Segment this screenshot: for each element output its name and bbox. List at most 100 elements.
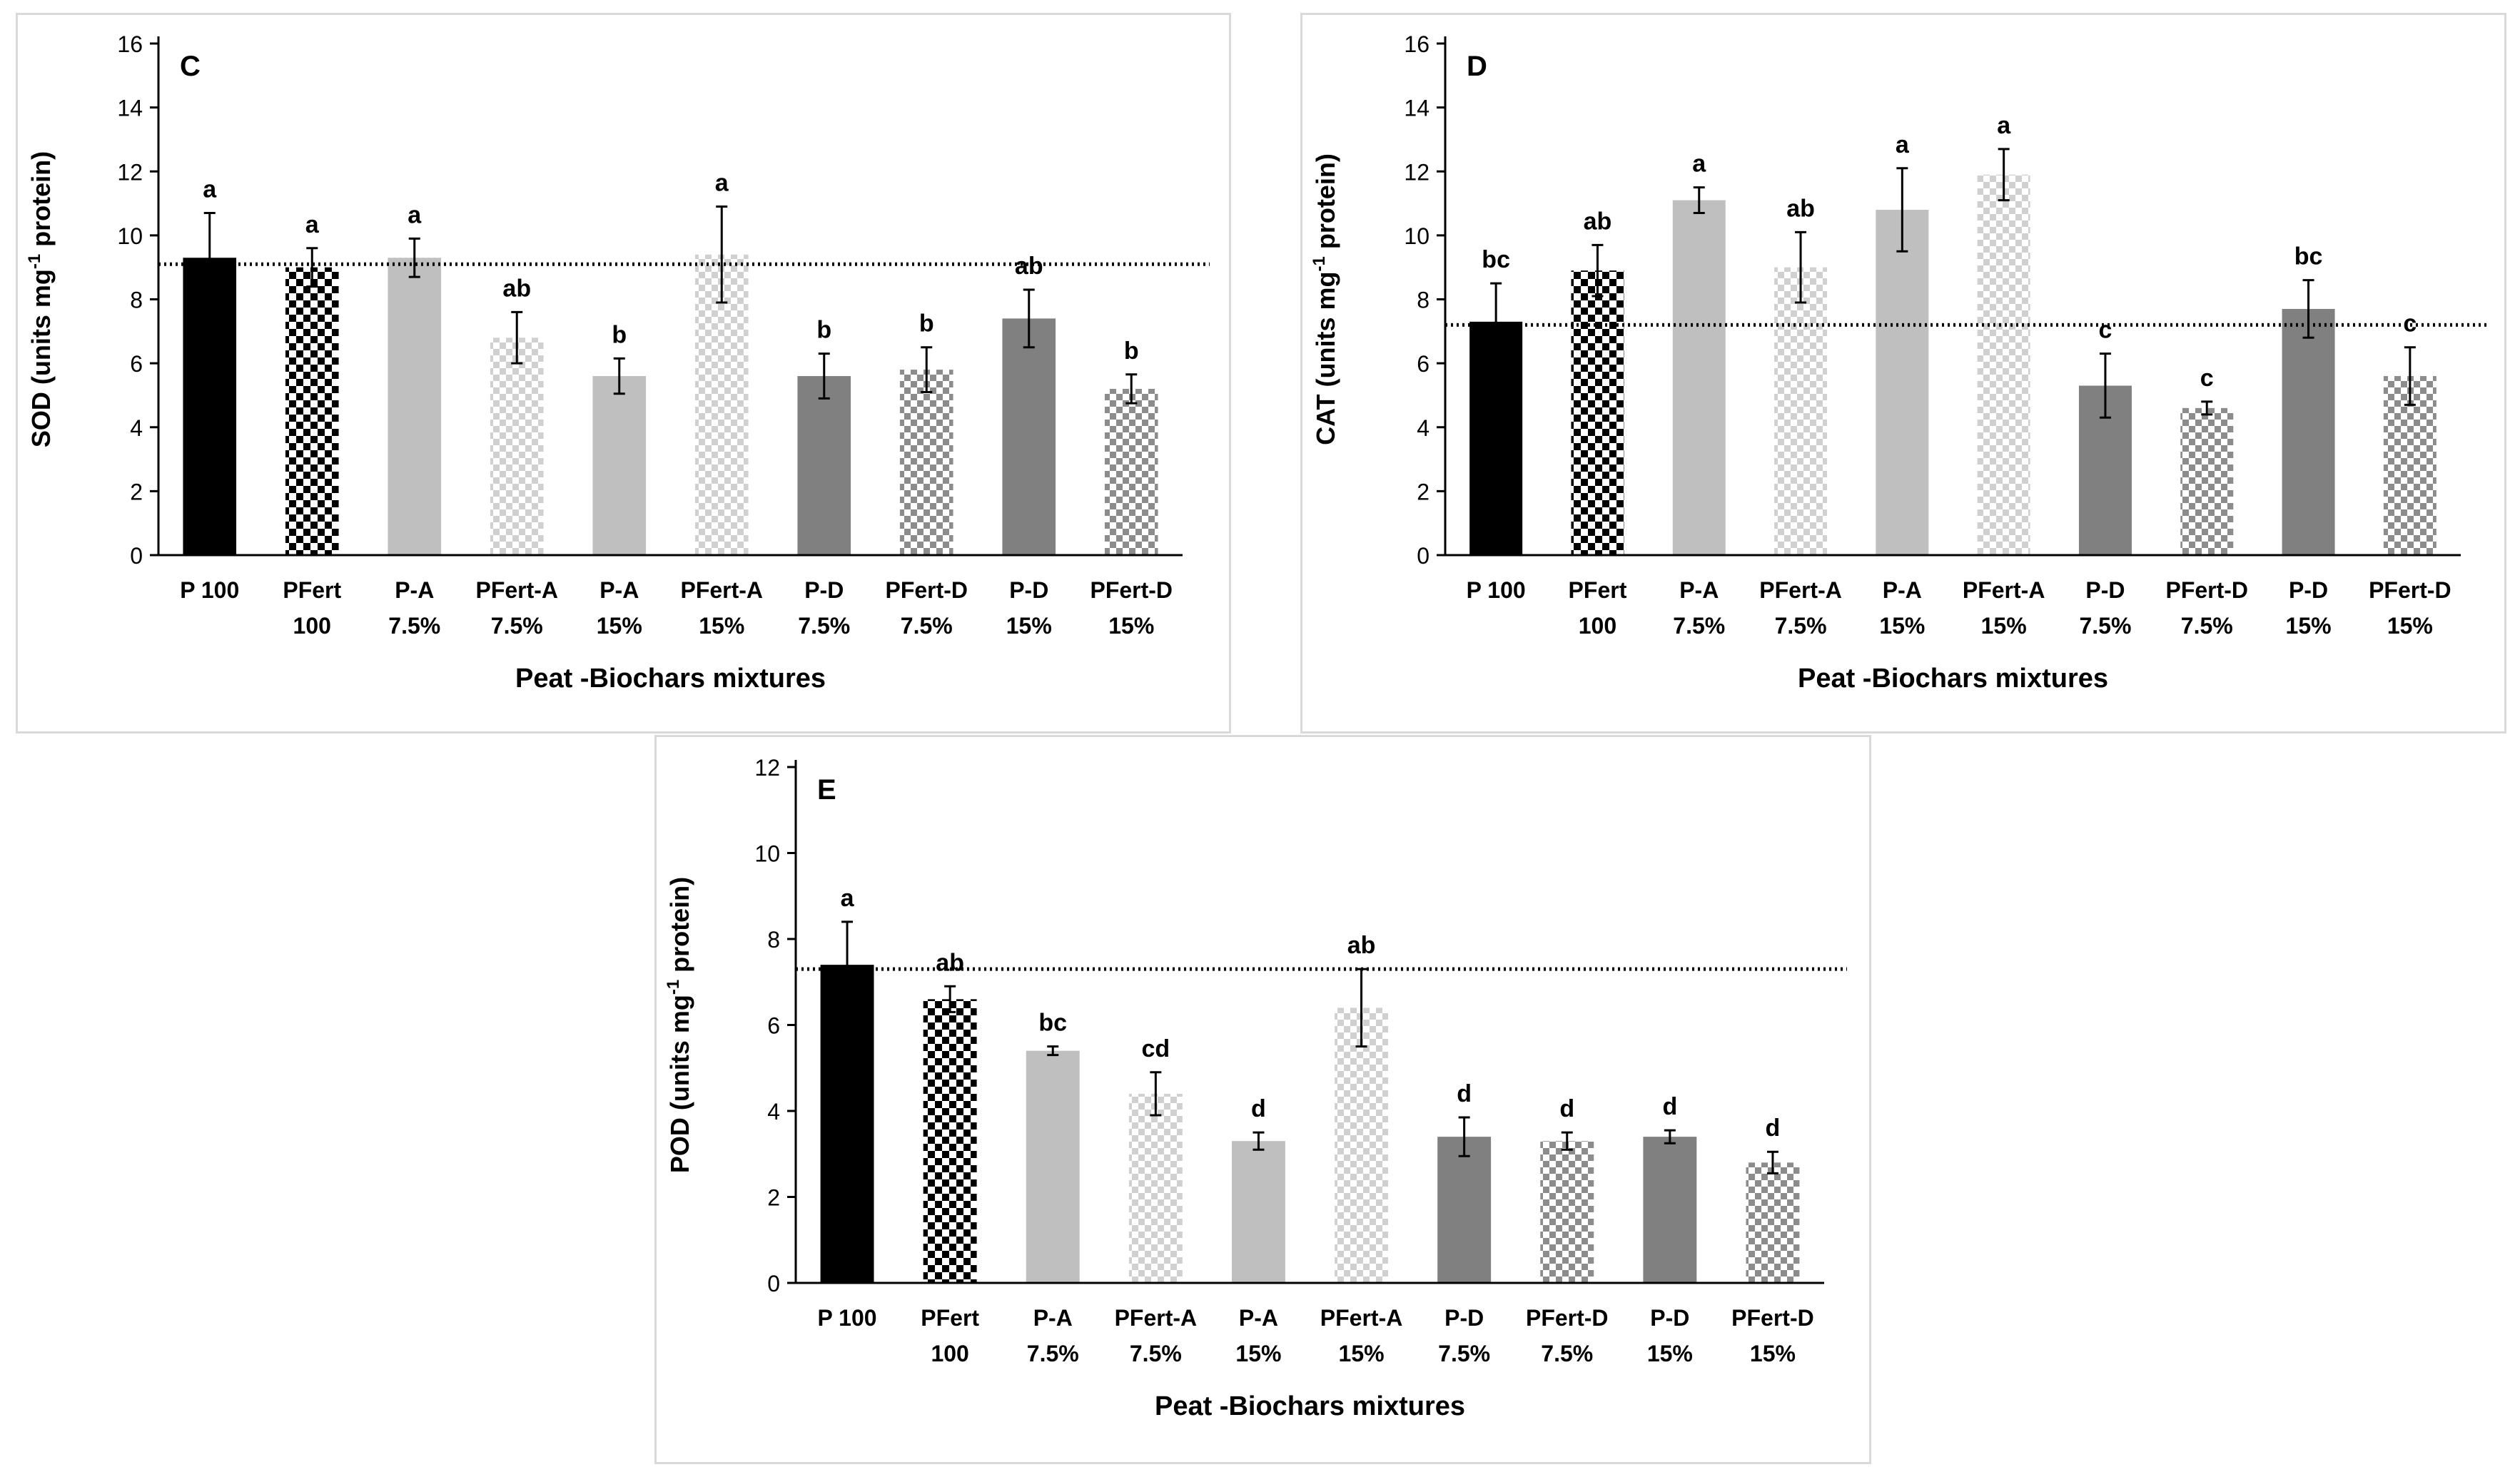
bar xyxy=(592,376,647,555)
y-tick-label: 6 xyxy=(767,1013,780,1039)
bar xyxy=(1002,318,1056,555)
x-tick-label: P-A xyxy=(1239,1305,1278,1331)
y-tick-label: 6 xyxy=(1417,351,1429,377)
bar xyxy=(2282,308,2335,555)
x-tick-label-line2: 7.5% xyxy=(2181,613,2233,639)
significance-letter: a xyxy=(408,201,422,228)
bar xyxy=(1977,174,2030,555)
y-tick-label: 12 xyxy=(117,159,143,185)
bar xyxy=(1746,1162,1800,1283)
significance-letter: a xyxy=(841,885,855,912)
bar xyxy=(899,370,953,555)
significance-letter: bc xyxy=(1482,246,1510,273)
x-tick-label: P-A xyxy=(1883,577,1922,603)
pod-chart: E 0 2 4 6 8 10 12 a P 100 ab PFert 100 bc P-A 7.5% cd PFe… xyxy=(664,755,1847,1421)
x-tick-label-line2: 15% xyxy=(1981,613,2027,639)
significance-letter: b xyxy=(612,321,627,348)
x-tick-label: P-A xyxy=(395,577,434,603)
y-tick-label: 0 xyxy=(1417,543,1429,569)
bar xyxy=(1437,1137,1492,1283)
significance-letter: d xyxy=(1251,1095,1266,1122)
x-tick-label-line2: 15% xyxy=(1235,1341,1281,1366)
bar xyxy=(1774,267,1828,555)
y-tick-label: 8 xyxy=(130,288,143,313)
bar xyxy=(388,258,442,555)
y-axis-title: SOD (units mg-1 protein) xyxy=(25,151,56,447)
y-tick-label: 12 xyxy=(1404,159,1429,185)
x-tick-label: PFert-A xyxy=(475,577,558,603)
x-tick-label-line2: 100 xyxy=(1579,613,1616,639)
x-tick-label: PFert-D xyxy=(1731,1305,1814,1331)
x-tick-label-line2: 7.5% xyxy=(1541,1341,1593,1366)
y-axis-title: CAT (units mg-1 protein) xyxy=(1310,153,1340,445)
x-tick-label: PFert-D xyxy=(1526,1305,1609,1331)
y-tick-label: 10 xyxy=(754,841,780,867)
y-tick-label: 12 xyxy=(754,755,780,781)
y-tick-label: 10 xyxy=(117,223,143,249)
bar xyxy=(1672,200,1726,555)
x-tick-label: PFert-A xyxy=(1320,1305,1403,1331)
bar xyxy=(923,999,977,1283)
x-tick-label: P-D xyxy=(2085,577,2125,603)
significance-letter: ab xyxy=(936,949,964,976)
bar xyxy=(1571,270,1624,555)
significance-letter: b xyxy=(816,317,831,344)
significance-letter: a xyxy=(305,211,320,238)
significance-letter: c xyxy=(2403,310,2417,337)
significance-letter: ab xyxy=(502,275,531,302)
significance-letter: a xyxy=(203,176,217,203)
x-tick-label: P-D xyxy=(1009,577,1048,603)
significance-letter: d xyxy=(1559,1095,1574,1122)
x-tick-label-line2: 15% xyxy=(597,613,642,639)
significance-letter: d xyxy=(1766,1115,1781,1142)
y-tick-label: 8 xyxy=(767,927,780,953)
x-tick-label-line2: 7.5% xyxy=(2079,613,2131,639)
y-tick-label: 14 xyxy=(1404,96,1429,121)
x-tick-label-line2: 15% xyxy=(2286,613,2332,639)
x-tick-label: P 100 xyxy=(818,1305,877,1331)
panel-letter: D xyxy=(1467,51,1487,82)
bar xyxy=(1540,1141,1594,1283)
y-tick-label: 0 xyxy=(130,543,143,569)
y-tick-label: 14 xyxy=(117,96,143,121)
x-tick-label: PFert-A xyxy=(680,577,763,603)
y-tick-label: 10 xyxy=(1404,223,1429,249)
y-tick-label: 2 xyxy=(1417,479,1429,504)
x-tick-label-line2: 7.5% xyxy=(1673,613,1725,639)
y-tick-label: 2 xyxy=(130,479,143,504)
significance-letter: a xyxy=(1997,112,2011,139)
bar xyxy=(797,376,851,555)
significance-letter: c xyxy=(2098,317,2112,344)
x-tick-label-line2: 15% xyxy=(1006,613,1052,639)
significance-letter: b xyxy=(1124,337,1139,365)
bar xyxy=(1026,1050,1080,1283)
panel-letter: E xyxy=(817,774,836,806)
x-tick-label: PFert-D xyxy=(2165,577,2248,603)
y-tick-label: 4 xyxy=(130,415,143,441)
y-tick-label: 2 xyxy=(767,1185,780,1211)
x-tick-label-line2: 7.5% xyxy=(1027,1341,1079,1366)
significance-letter: d xyxy=(1457,1080,1472,1107)
x-tick-label: P-D xyxy=(1444,1305,1484,1331)
bar xyxy=(490,337,544,555)
x-axis-title: Peat -Biochars mixtures xyxy=(515,664,826,694)
significance-letter: a xyxy=(1896,131,1910,158)
x-axis-title: Peat -Biochars mixtures xyxy=(1798,664,2108,694)
x-tick-label: P 100 xyxy=(180,577,239,603)
y-tick-label: 0 xyxy=(767,1271,780,1296)
x-tick-label-line2: 7.5% xyxy=(388,613,440,639)
x-tick-label-line2: 15% xyxy=(1339,1341,1385,1366)
x-tick-label-line2: 100 xyxy=(931,1341,968,1366)
y-tick-label: 6 xyxy=(130,351,143,377)
bar xyxy=(694,254,749,555)
cat-chart: D 0 2 4 6 8 10 12 14 16 bc P 100 ab PFert 100 a P-A 7.5% a… xyxy=(1310,31,2489,694)
x-tick-label-line2: 15% xyxy=(699,613,744,639)
x-tick-label: P-A xyxy=(1033,1305,1073,1331)
y-tick-label: 4 xyxy=(767,1099,780,1125)
x-tick-label-line2: 15% xyxy=(1647,1341,1693,1366)
significance-letter: a xyxy=(1692,151,1706,178)
x-tick-label-line2: 7.5% xyxy=(901,613,953,639)
significance-letter: bc xyxy=(2294,243,2323,270)
x-tick-label-line2: 7.5% xyxy=(798,613,850,639)
x-tick-label-line2: 7.5% xyxy=(491,613,543,639)
